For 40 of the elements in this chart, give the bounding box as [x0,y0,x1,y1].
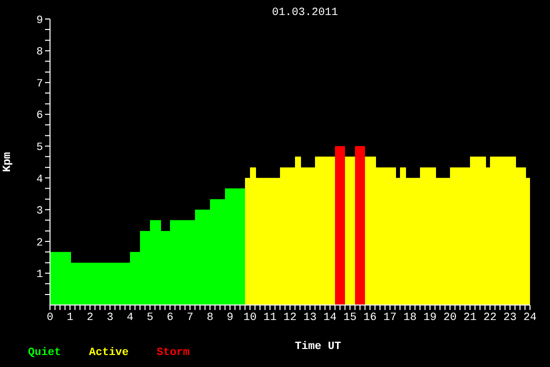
x-tick-label: 7 [186,312,194,324]
x-tick-label: 11 [263,312,277,324]
text: Quiet [28,347,62,359]
x-tick-label: 15 [343,312,357,324]
x-tick-label: 1 [66,312,74,324]
y-tick-label: 1 [36,269,44,282]
x-tick-label: 24 [523,312,537,324]
y-axis-title: Kpm [2,152,14,172]
x-tick-label: 2 [86,312,94,324]
x-tick-label: 12 [283,312,297,324]
x-tick-label: 5 [146,312,154,324]
x-tick-label: 14 [323,312,337,324]
x-tick-label: 19 [423,312,437,324]
y-tick-label: 2 [36,237,43,250]
y-tick-label: 7 [36,78,43,90]
x-tick-label: 18 [403,312,417,324]
x-tick-label: 16 [363,312,377,324]
y-tick-label: 8 [36,46,43,59]
x-tick-label: 21 [463,312,477,324]
y-tick-label: 5 [36,142,43,154]
y-tick-label: 4 [36,174,44,186]
x-tick-label: 6 [166,312,174,324]
x-tick-label: 10 [243,312,257,324]
x-tick-label: 20 [443,312,457,324]
text: Storm [156,347,190,359]
y-tick-label: 6 [36,110,43,122]
x-tick-label: 22 [483,312,497,324]
x-axis-title: Time UT [294,341,342,353]
x-tick-label: 4 [126,312,134,324]
chart-title: 01.03.2011 [272,7,338,19]
x-tick-label: 13 [303,312,317,324]
x-tick-label: 17 [383,312,397,324]
x-tick-label: 0 [46,312,54,324]
x-tick-label: 8 [206,312,214,324]
x-tick-label: 3 [106,312,114,324]
text: Active [89,347,129,359]
y-tick-label: 9 [36,14,43,27]
x-tick-label: 23 [503,312,517,324]
x-tick-label: 9 [226,312,234,324]
y-tick-label: 3 [36,206,43,218]
